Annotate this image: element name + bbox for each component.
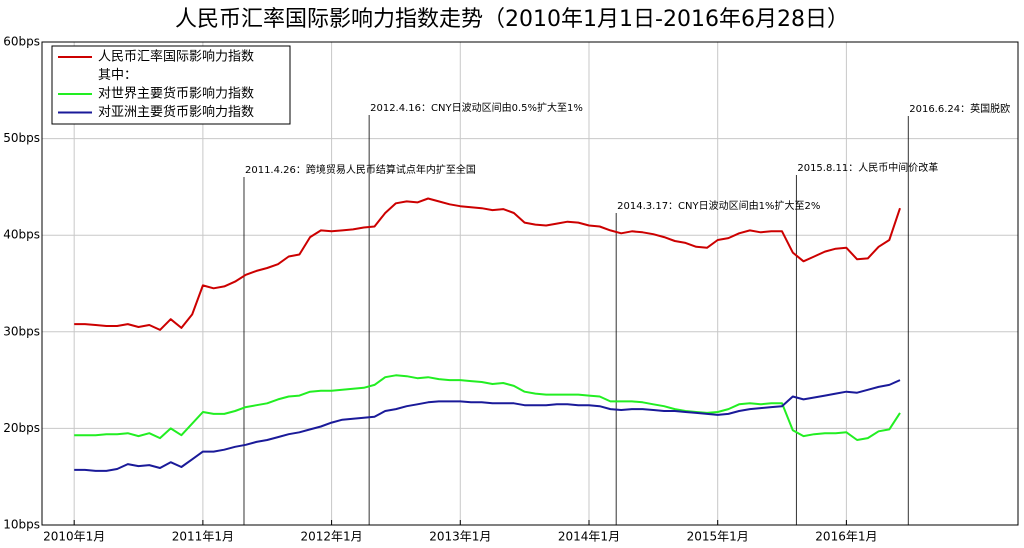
plot-frame xyxy=(41,41,1019,526)
data-line xyxy=(74,379,901,472)
x-tick-label: 2012年1月 xyxy=(300,530,362,544)
y-tick-label: 50bps xyxy=(3,131,40,145)
y-tick-label: 30bps xyxy=(3,324,40,338)
x-tick-label: 2010年1月 xyxy=(43,530,105,544)
annotation-text: 2012.4.16：CNY日波动区间由0.5%扩大至1% xyxy=(370,101,583,114)
x-tick-label: 2014年1月 xyxy=(558,530,620,544)
x-tick-label: 2016年1月 xyxy=(815,530,877,544)
legend-subheading: 其中： xyxy=(98,68,137,83)
x-tick-label: 2013年1月 xyxy=(429,530,491,544)
legend-label: 人民币汇率国际影响力指数 xyxy=(98,49,254,65)
x-tick-label: 2015年1月 xyxy=(687,530,749,544)
annotation-text: 2015.8.11：人民币中间价改革 xyxy=(797,161,938,174)
y-tick-label: 40bps xyxy=(3,228,40,242)
x-tick-label: 2011年1月 xyxy=(172,530,234,544)
annotation-text: 2011.4.26：跨境贸易人民币结算试点年内扩至全国 xyxy=(245,163,476,176)
data-line xyxy=(74,197,901,331)
legend-label: 对亚洲主要货币影响力指数 xyxy=(98,104,254,120)
y-tick-label: 10bps xyxy=(3,518,40,532)
annotation-text: 2016.6.24：英国脱欧 xyxy=(909,102,1010,115)
legend-box xyxy=(51,45,291,125)
annotation-text: 2014.3.17：CNY日波动区间由1%扩大至2% xyxy=(617,199,820,212)
legend-label: 对世界主要货币影响力指数 xyxy=(98,86,254,102)
data-line xyxy=(74,374,901,441)
y-tick-label: 60bps xyxy=(3,35,40,49)
chart-title: 人民币汇率国际影响力指数走势（2010年1月1日-2016年6月28日） xyxy=(175,7,849,32)
y-tick-label: 20bps xyxy=(3,421,40,435)
